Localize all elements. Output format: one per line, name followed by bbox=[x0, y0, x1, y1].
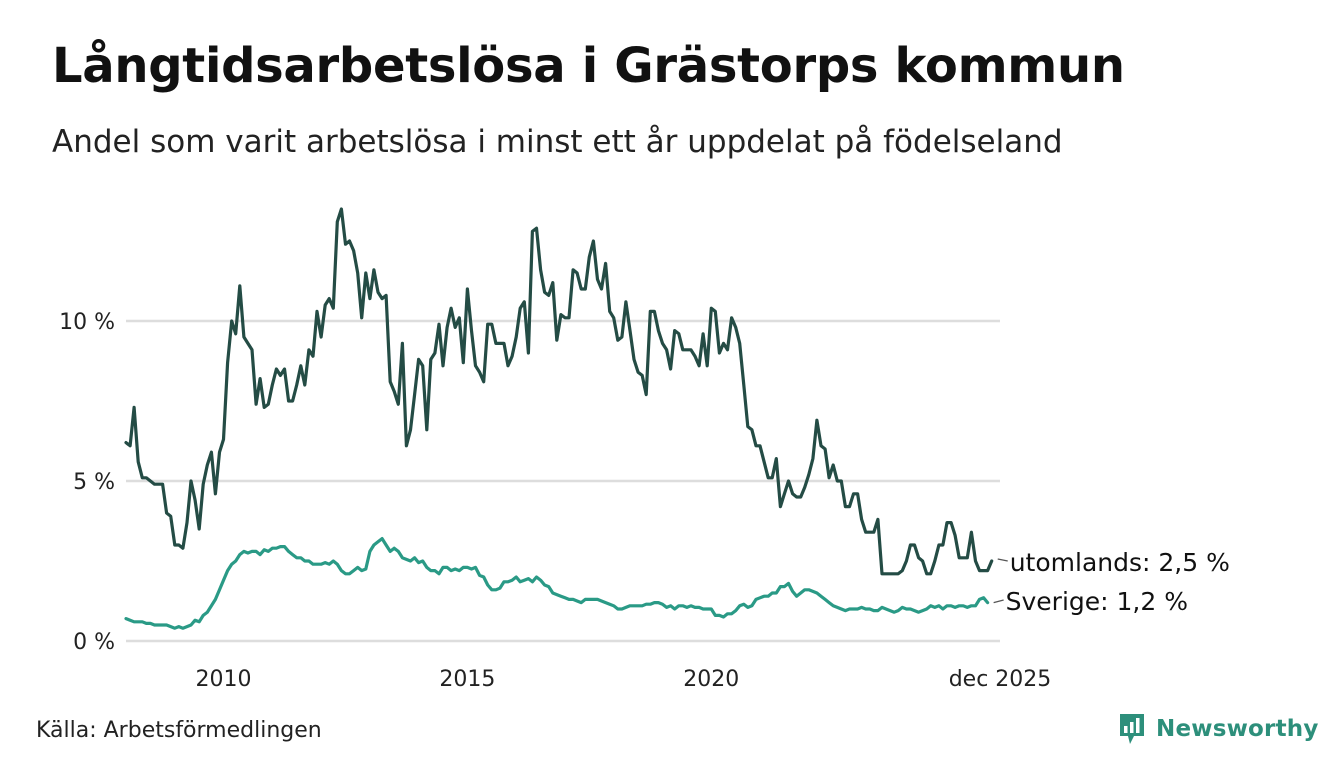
end-label-sverige: Sverige: 1,2 % bbox=[1006, 587, 1188, 616]
brand-logo: Newsworthy bbox=[1118, 712, 1319, 746]
end-label-leader bbox=[993, 599, 1004, 604]
y-tick-label: 5 % bbox=[73, 470, 115, 495]
x-tick-label: 2010 bbox=[196, 667, 252, 692]
brand-name: Newsworthy bbox=[1156, 716, 1319, 742]
y-tick-label: 0 % bbox=[73, 630, 115, 655]
end-label-leader bbox=[997, 558, 1008, 562]
y-tick-label: 10 % bbox=[59, 310, 115, 335]
chart-title: Långtidsarbetslösa i Grästorps kommun bbox=[52, 38, 1125, 94]
end-label-utomlands: utomlands: 2,5 % bbox=[1010, 548, 1230, 577]
x-tick-label: 2020 bbox=[683, 667, 739, 692]
x-tick-label: dec 2025 bbox=[949, 667, 1052, 692]
source-note: Källa: Arbetsförmedlingen bbox=[36, 718, 322, 743]
series-line-sverige bbox=[124, 536, 990, 630]
chart-subtitle: Andel som varit arbetslösa i minst ett å… bbox=[52, 124, 1063, 160]
newsworthy-logo-icon bbox=[1120, 714, 1144, 744]
series-line-utomlands bbox=[124, 207, 994, 576]
x-tick-label: 2015 bbox=[439, 667, 495, 692]
